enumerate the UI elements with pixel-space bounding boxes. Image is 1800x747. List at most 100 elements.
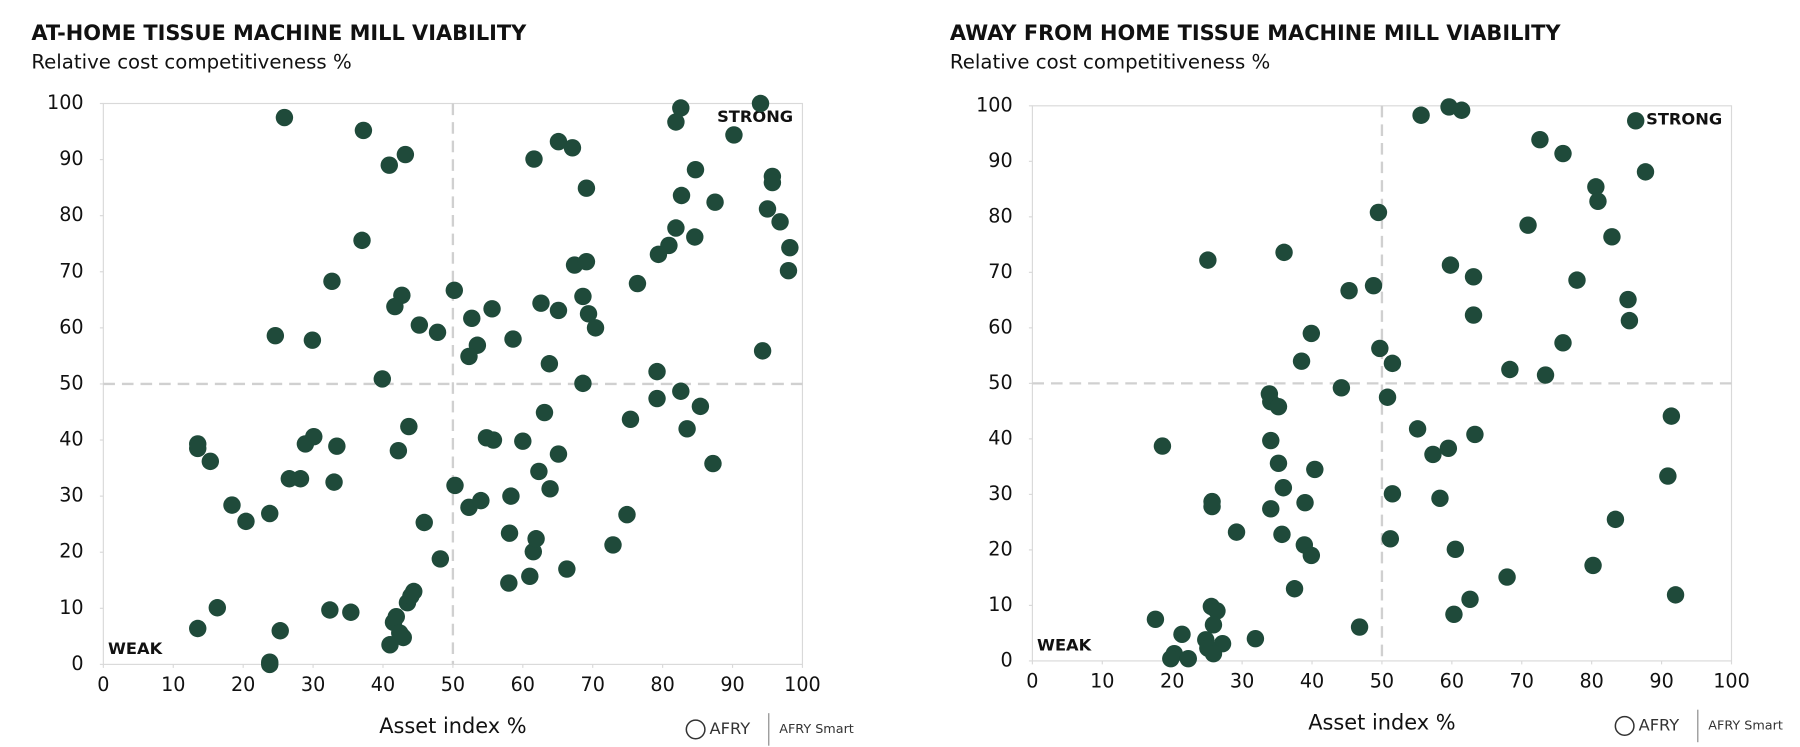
data-point bbox=[291, 470, 310, 488]
data-point bbox=[621, 410, 640, 428]
data-point bbox=[1332, 379, 1351, 397]
data-point bbox=[1589, 192, 1607, 211]
chart-title: AWAY FROM HOME TISSUE MACHINE MILL VIABI… bbox=[950, 21, 1562, 45]
x-tick-label: 60 bbox=[511, 673, 535, 696]
y-tick-label: 0 bbox=[71, 652, 83, 675]
data-point bbox=[1292, 352, 1311, 370]
data-point bbox=[763, 173, 782, 192]
logo-icon bbox=[1614, 715, 1635, 736]
data-point bbox=[1246, 630, 1265, 648]
data-point bbox=[504, 330, 522, 348]
data-point bbox=[706, 193, 724, 211]
data-point bbox=[530, 462, 548, 481]
data-point bbox=[342, 603, 360, 621]
data-point bbox=[266, 327, 285, 345]
data-point bbox=[1666, 586, 1685, 604]
data-point bbox=[1568, 271, 1586, 289]
data-point bbox=[1619, 290, 1637, 309]
data-point bbox=[1408, 420, 1427, 438]
data-point bbox=[549, 301, 568, 320]
data-point bbox=[532, 294, 550, 312]
y-tick-label: 10 bbox=[59, 596, 83, 619]
data-point bbox=[648, 362, 666, 381]
data-point bbox=[525, 150, 543, 168]
data-point bbox=[1424, 445, 1442, 464]
x-tick-label: 80 bbox=[1579, 669, 1603, 692]
data-point bbox=[1381, 530, 1400, 548]
data-point bbox=[1464, 306, 1483, 324]
data-point bbox=[1364, 276, 1383, 295]
data-point bbox=[577, 179, 596, 197]
data-point bbox=[1441, 256, 1460, 274]
data-point bbox=[1269, 397, 1288, 416]
data-point bbox=[500, 574, 518, 592]
y-tick-label: 60 bbox=[988, 315, 1012, 338]
data-point bbox=[1531, 130, 1549, 149]
data-point bbox=[781, 238, 799, 257]
data-point bbox=[428, 323, 447, 342]
data-point bbox=[463, 309, 481, 328]
chart-title: AT-HOME TISSUE MACHINE MILL VIABILITY bbox=[31, 21, 527, 45]
y-tick-label: 100 bbox=[976, 93, 1013, 116]
data-point bbox=[405, 582, 423, 601]
y-tick-label: 90 bbox=[59, 147, 83, 170]
data-point bbox=[558, 560, 576, 578]
data-point bbox=[1501, 360, 1519, 379]
data-point bbox=[484, 431, 503, 449]
data-point bbox=[1452, 101, 1471, 119]
y-tick-label: 90 bbox=[988, 149, 1012, 172]
data-point bbox=[667, 219, 685, 237]
data-point bbox=[1431, 489, 1449, 507]
data-point bbox=[725, 126, 743, 144]
data-point bbox=[1464, 268, 1483, 286]
x-tick-label: 100 bbox=[784, 673, 821, 696]
x-tick-label: 70 bbox=[1510, 669, 1534, 692]
y-tick-label: 0 bbox=[1000, 648, 1012, 671]
data-point bbox=[672, 382, 690, 400]
data-point bbox=[387, 608, 405, 626]
data-point bbox=[574, 374, 592, 393]
data-point bbox=[1302, 546, 1321, 565]
logo: AFRY bbox=[1639, 715, 1680, 734]
data-point bbox=[648, 389, 666, 408]
data-point bbox=[380, 156, 398, 174]
data-point bbox=[261, 504, 279, 523]
data-point bbox=[325, 473, 343, 491]
y-tick-label: 70 bbox=[59, 259, 83, 282]
y-tick-label: 80 bbox=[59, 203, 83, 226]
data-point bbox=[410, 316, 429, 334]
data-point bbox=[1536, 366, 1555, 384]
data-point bbox=[1466, 425, 1484, 444]
data-point bbox=[1554, 144, 1572, 163]
data-point bbox=[1285, 580, 1304, 598]
data-point bbox=[672, 186, 691, 205]
data-point bbox=[323, 272, 341, 291]
data-point bbox=[618, 505, 636, 524]
data-point bbox=[201, 452, 220, 471]
data-point bbox=[381, 636, 399, 654]
data-point bbox=[472, 491, 490, 510]
data-point bbox=[535, 403, 554, 422]
data-point bbox=[1383, 354, 1402, 373]
data-point bbox=[271, 622, 289, 640]
data-point bbox=[1262, 500, 1280, 518]
data-point bbox=[1275, 243, 1293, 262]
data-point bbox=[771, 213, 789, 231]
data-point bbox=[758, 200, 777, 218]
data-point bbox=[1204, 616, 1223, 634]
data-point bbox=[189, 439, 207, 458]
data-point bbox=[1269, 454, 1288, 473]
x-tick-label: 40 bbox=[371, 673, 395, 696]
chart-subtitle: Relative cost competitiveness % bbox=[31, 50, 351, 73]
annotation: STRONG bbox=[1646, 109, 1722, 128]
data-point bbox=[1498, 568, 1516, 586]
data-point bbox=[431, 550, 450, 568]
data-point bbox=[1208, 602, 1226, 620]
y-tick-label: 50 bbox=[59, 371, 83, 394]
data-point bbox=[1173, 625, 1191, 643]
data-point bbox=[667, 113, 685, 131]
data-point bbox=[563, 139, 582, 157]
x-tick-label: 80 bbox=[650, 673, 674, 696]
data-point bbox=[1153, 437, 1172, 455]
y-tick-label: 80 bbox=[988, 204, 1012, 227]
